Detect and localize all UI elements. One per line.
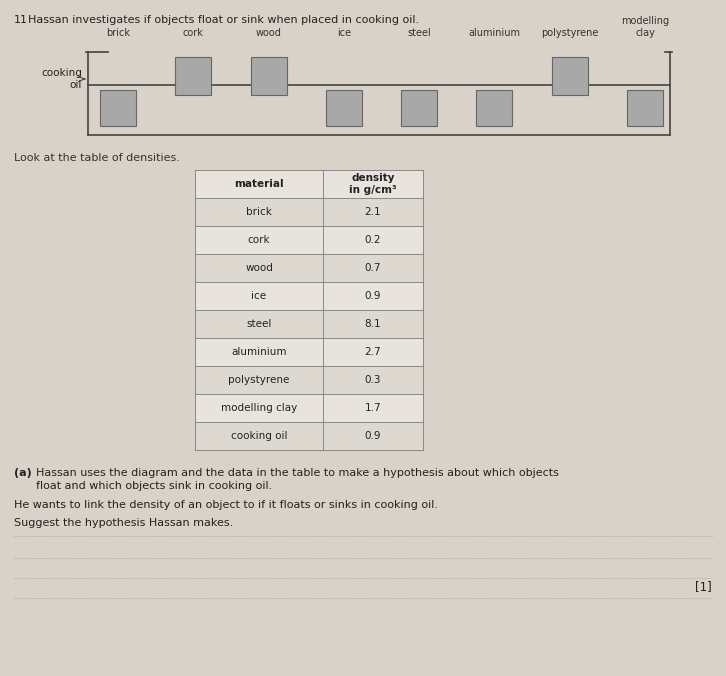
Text: cooking oil: cooking oil [231, 431, 287, 441]
Bar [195, 338, 423, 366]
Text: steel: steel [246, 319, 272, 329]
Bar [552, 57, 588, 95]
Text: polystyrene: polystyrene [228, 375, 290, 385]
Text: polystyrene: polystyrene [541, 28, 598, 38]
Bar [195, 394, 423, 422]
Text: material: material [234, 179, 284, 189]
Bar [195, 170, 423, 198]
Text: ice: ice [251, 291, 266, 301]
Bar [195, 310, 423, 338]
Text: 0.9: 0.9 [364, 431, 381, 441]
Text: float and which objects sink in cooking oil.: float and which objects sink in cooking … [36, 481, 272, 491]
Bar [100, 90, 136, 126]
Bar [195, 422, 423, 450]
Bar [195, 198, 423, 226]
Bar [627, 90, 663, 126]
Text: ice: ice [337, 28, 351, 38]
Text: 2.7: 2.7 [364, 347, 381, 357]
Bar [326, 90, 362, 126]
Text: aluminium: aluminium [468, 28, 521, 38]
Text: 8.1: 8.1 [364, 319, 381, 329]
Text: Hassan investigates if objects float or sink when placed in cooking oil.: Hassan investigates if objects float or … [28, 15, 419, 25]
Bar [250, 57, 287, 95]
Text: Hassan uses the diagram and the data in the table to make a hypothesis about whi: Hassan uses the diagram and the data in … [36, 468, 559, 478]
Text: density
in g/cm³: density in g/cm³ [349, 173, 397, 195]
Text: 0.2: 0.2 [364, 235, 381, 245]
Text: 0.7: 0.7 [364, 263, 381, 273]
Text: [1]: [1] [696, 580, 712, 593]
Text: cork: cork [183, 28, 204, 38]
Text: modelling
clay: modelling clay [621, 16, 669, 38]
Bar [195, 366, 423, 394]
Text: 0.3: 0.3 [364, 375, 381, 385]
Text: modelling clay: modelling clay [221, 403, 297, 413]
Bar [401, 90, 437, 126]
Text: 1.7: 1.7 [364, 403, 381, 413]
Bar [195, 254, 423, 282]
Text: steel: steel [407, 28, 431, 38]
Text: Look at the table of densities.: Look at the table of densities. [14, 153, 180, 163]
Text: (a): (a) [14, 468, 32, 478]
Text: brick: brick [246, 207, 272, 217]
Bar [195, 226, 423, 254]
Text: 0.9: 0.9 [364, 291, 381, 301]
Text: Suggest the hypothesis Hassan makes.: Suggest the hypothesis Hassan makes. [14, 518, 233, 528]
Bar [195, 282, 423, 310]
Text: He wants to link the density of an object to if it floats or sinks in cooking oi: He wants to link the density of an objec… [14, 500, 438, 510]
Text: cork: cork [248, 235, 270, 245]
Bar [175, 57, 211, 95]
Text: wood: wood [256, 28, 282, 38]
Text: 11: 11 [14, 15, 28, 25]
Text: aluminium: aluminium [232, 347, 287, 357]
Text: cooking
oil: cooking oil [41, 68, 82, 90]
Text: wood: wood [245, 263, 273, 273]
Text: brick: brick [106, 28, 130, 38]
Text: 2.1: 2.1 [364, 207, 381, 217]
Bar [476, 90, 513, 126]
